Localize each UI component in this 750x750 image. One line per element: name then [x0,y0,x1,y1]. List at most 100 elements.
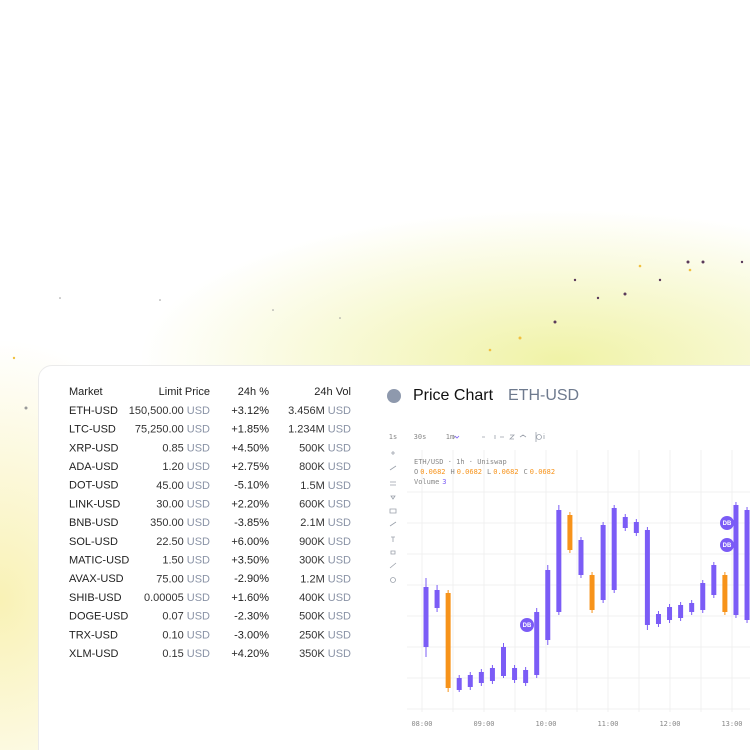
volume: 400K USD [299,592,351,604]
limit-price: 75,250.00 USD [135,424,210,436]
interval-button: 1m [446,433,454,441]
volume: 1.2M USD [300,573,351,585]
volume: 2.1M USD [300,517,351,529]
market-name: ADA-USD [69,461,119,473]
volume-value: 900K [299,536,325,548]
price-unit: USD [187,480,210,492]
candle-body [467,675,473,687]
price-value: 75,250.00 [135,424,184,436]
volume: 600K USD [299,498,351,510]
volume-value: 500K [299,442,325,454]
volume: 3.456M USD [288,405,351,417]
volume: 300K USD [299,555,351,567]
x-axis-label: 10:00 [535,720,556,728]
price-unit: USD [187,555,210,567]
volume-value: 1.5M [300,480,324,492]
volume-value: 350K [299,648,325,660]
price-value: 75.00 [156,573,184,585]
market-name: XLM-USD [69,648,119,660]
candle-body [534,612,540,675]
ohlc-value: 0.0682 [530,468,555,476]
volume-value: 3.456M [288,405,325,417]
volume-unit: USD [328,461,351,473]
candle-body [500,647,506,676]
candle-body [545,570,551,640]
ohlc-key: C [524,468,528,476]
interval-button: 30s [414,433,427,441]
price-unit: USD [187,573,210,585]
limit-price: 0.15 USD [162,648,210,660]
price-value: 150,500.00 [129,405,184,417]
chart-grid [407,450,750,712]
price-value: 1.20 [162,461,183,473]
volume-unit: USD [328,592,351,604]
volume: 1.234M USD [288,424,351,436]
volume-unit: USD [328,555,351,567]
candle-body [567,515,573,550]
legend-volume: Volume 3 [414,478,447,486]
price-value: 0.85 [162,442,183,454]
candle-body [512,668,518,680]
market-name: DOT-USD [69,480,119,492]
card [38,365,750,750]
chart-dot [387,389,401,403]
volume-unit: USD [328,536,351,548]
limit-price: 0.00005 USD [144,592,210,604]
price-value: 1.50 [162,555,183,567]
toolbar [452,432,545,442]
volume-value: 600K [299,498,325,510]
price-unit: USD [187,611,210,623]
candle-body [600,525,606,600]
price-unit: USD [187,461,210,473]
change-percent: +2.20% [231,498,269,510]
volume-count: 3 [442,478,446,486]
price-unit: USD [187,405,210,417]
price-value: 0.00005 [144,592,184,604]
volume: 500K USD [299,442,351,454]
volume-unit: USD [328,611,351,623]
price-value: 350.00 [150,517,184,529]
ohlc-value: 0.0682 [493,468,518,476]
market-name: DOGE-USD [69,611,128,623]
limit-price: 0.85 USD [162,442,210,454]
limit-price: 30.00 USD [156,498,210,510]
ohlc-value: 0.0682 [420,468,445,476]
price-unit: USD [187,648,210,660]
volume-unit: USD [328,517,351,529]
candle-body [689,603,695,612]
price-unit: USD [187,498,210,510]
volume-value: 500K [299,611,325,623]
change-percent: +2.75% [231,461,269,473]
candle-body [700,583,706,610]
volume: 900K USD [299,536,351,548]
candle-body [589,575,595,610]
candle-body [611,508,617,590]
candle-body [667,607,673,620]
change-percent: +6.00% [231,536,269,548]
candle-body [456,678,462,690]
price-unit: USD [187,536,210,548]
market-name: SOL-USD [69,536,118,548]
candle-body [622,517,628,528]
volume-unit: USD [328,629,351,641]
candle-body [489,668,495,681]
price-unit: USD [187,629,210,641]
candle-body [744,510,750,620]
trade-badge-label: DB [723,543,732,549]
candle-body [644,530,650,625]
x-axis-label: 11:00 [597,720,618,728]
volume-unit: USD [328,498,351,510]
volume-unit: USD [328,405,351,417]
interval-button: 1s [389,433,397,441]
table-header: Market [69,386,103,398]
market-name: XRP-USD [69,442,119,454]
volume-key: Volume [414,478,439,486]
change-percent: +3.50% [231,555,269,567]
volume-value: 250K [299,629,325,641]
market-name: AVAX-USD [69,573,124,585]
change-percent: +4.20% [231,648,269,660]
candle-body [711,565,717,595]
volume-unit: USD [328,442,351,454]
